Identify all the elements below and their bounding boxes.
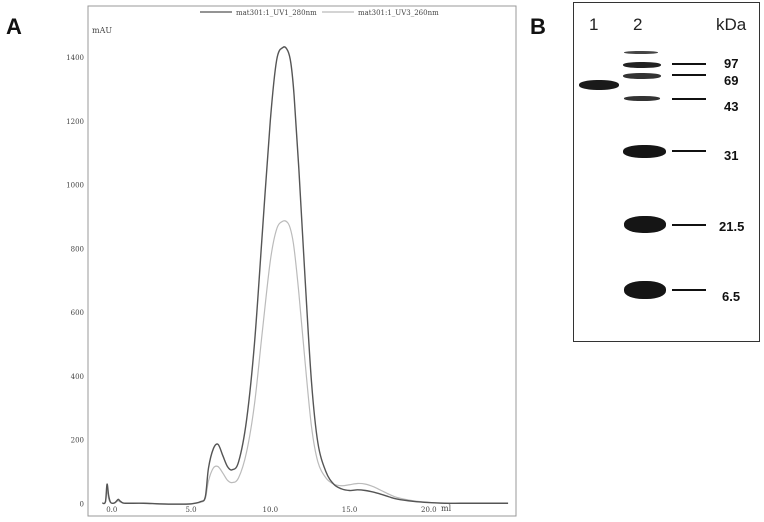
marker-line-97 — [672, 63, 706, 65]
x-tick-labels: 0.0 5.0 10.0 15.0 20.0 — [106, 506, 436, 514]
marker-label-31: 31 — [724, 148, 739, 163]
series-layer — [101, 46, 509, 505]
marker-band-69 — [623, 73, 661, 79]
series-line-uv3-260nm — [102, 220, 509, 505]
y-axis-label: mAU — [92, 26, 112, 35]
marker-band-43 — [624, 96, 660, 101]
y-tick-label: 1400 — [66, 54, 84, 62]
marker-line-31 — [672, 150, 706, 152]
marker-band-21-5 — [624, 216, 666, 233]
kda-unit-label: kDa — [716, 15, 747, 34]
x-tick-label: 10.0 — [262, 506, 278, 514]
y-tick-label: 1200 — [66, 118, 84, 126]
x-axis-label: ml — [441, 504, 452, 513]
lane-label-1: 1 — [589, 15, 599, 34]
series-line-uv1-280nm — [101, 46, 509, 505]
marker-band-97a — [624, 51, 658, 54]
marker-line-69 — [672, 74, 706, 76]
sample-band — [579, 80, 619, 90]
y-tick-labels: 0 200 400 600 800 1000 1200 1400 — [66, 54, 84, 508]
marker-line-43 — [672, 98, 706, 100]
marker-label-21-5: 21.5 — [719, 219, 745, 234]
legend-entry-uv1: mat301:1_UV1_280nm — [236, 9, 317, 17]
marker-band-6-5 — [624, 281, 666, 299]
y-tick-label: 800 — [71, 245, 84, 253]
marker-label-6-5: 6.5 — [722, 289, 741, 304]
marker-label-97: 97 — [724, 56, 739, 71]
legend-entry-uv3: mat301:1_UV3_260nm — [358, 9, 439, 17]
y-tick-label: 600 — [71, 309, 84, 317]
marker-line-6-5 — [672, 289, 706, 291]
y-tick-label: 0 — [80, 500, 84, 508]
x-tick-label: 20.0 — [421, 506, 437, 514]
marker-line-21-5 — [672, 224, 706, 226]
marker-band-31 — [623, 145, 666, 158]
lane-label-2: 2 — [633, 15, 643, 34]
y-tick-label: 200 — [71, 437, 84, 445]
chromatogram-chart: mat301:1_UV1_280nm mat301:1_UV3_260nm mA… — [66, 5, 517, 517]
legend: mat301:1_UV1_280nm mat301:1_UV3_260nm — [200, 9, 439, 17]
marker-label-43: 43 — [724, 99, 739, 114]
y-tick-label: 400 — [71, 373, 84, 381]
x-tick-label: 0.0 — [106, 506, 117, 514]
x-tick-label: 15.0 — [342, 506, 358, 514]
plot-frame — [87, 5, 517, 517]
marker-band-97 — [623, 62, 661, 68]
sds-page-gel: 1 2 kDa 97 69 43 31 21.5 6.5 — [573, 2, 760, 342]
panel-b-label: B — [530, 14, 546, 39]
panel-a-label: A — [6, 14, 22, 39]
marker-label-69: 69 — [724, 73, 739, 88]
x-tick-label: 5.0 — [185, 506, 196, 514]
y-tick-label: 1000 — [66, 182, 84, 190]
